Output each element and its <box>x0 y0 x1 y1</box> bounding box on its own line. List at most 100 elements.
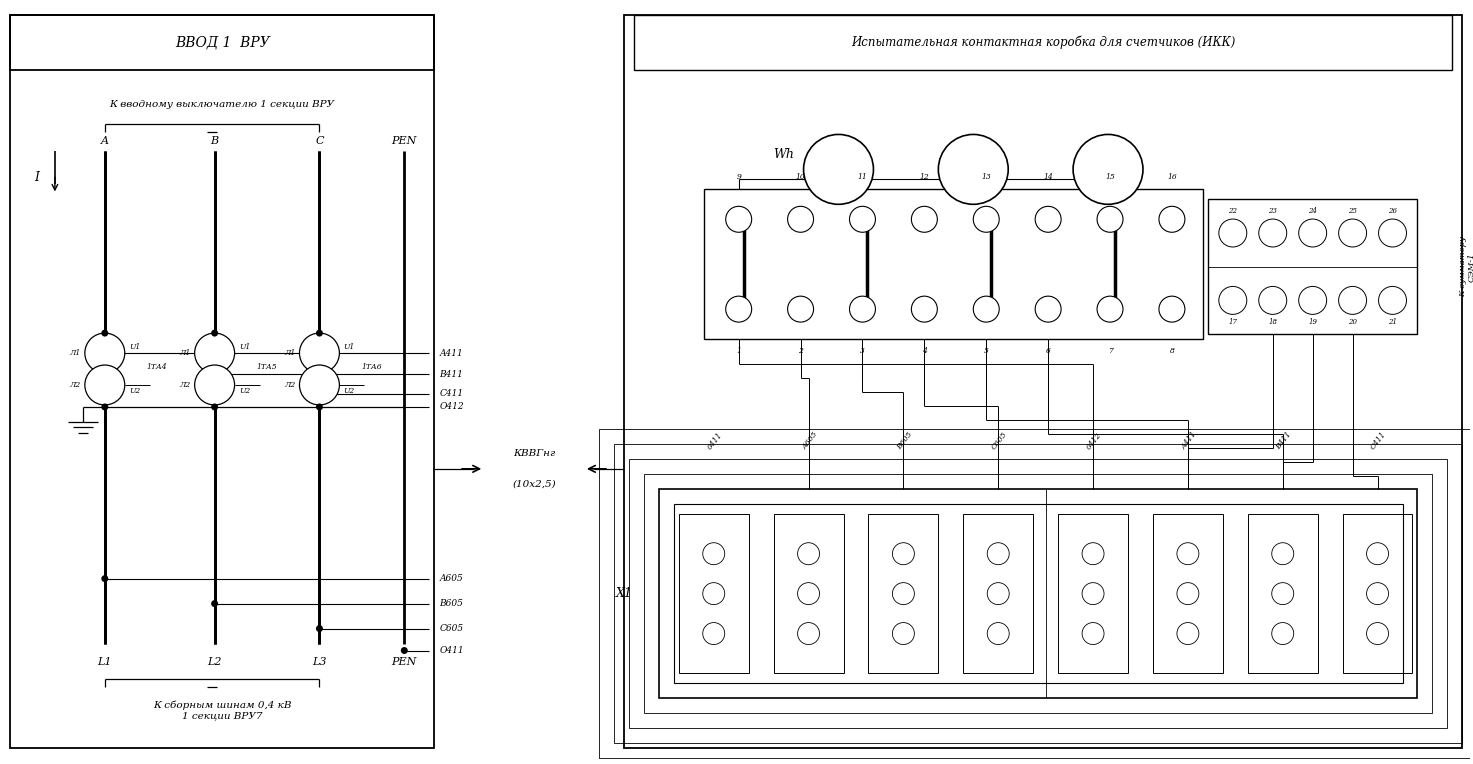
Bar <box>644 474 1432 714</box>
Text: A411: A411 <box>439 348 463 358</box>
Text: 21: 21 <box>1388 319 1396 326</box>
Circle shape <box>315 329 323 337</box>
Circle shape <box>1177 623 1199 645</box>
Text: 5: 5 <box>984 347 988 355</box>
Circle shape <box>1083 583 1105 604</box>
Text: К сумматору
СЭМ-1: К сумматору СЭМ-1 <box>1458 236 1473 297</box>
Text: А411: А411 <box>1180 430 1199 452</box>
Circle shape <box>1379 286 1407 314</box>
Circle shape <box>797 583 819 604</box>
Circle shape <box>315 403 323 410</box>
Text: A: A <box>100 137 109 147</box>
Text: 1: 1 <box>736 347 741 355</box>
Text: 18: 18 <box>1268 319 1277 326</box>
Text: B: B <box>211 137 218 147</box>
Circle shape <box>1299 286 1327 314</box>
Circle shape <box>211 600 218 607</box>
Circle shape <box>1036 296 1061 322</box>
Bar <box>679 513 748 674</box>
Text: U1: U1 <box>239 343 250 351</box>
Circle shape <box>315 625 323 632</box>
Text: L2: L2 <box>208 656 222 666</box>
Text: O412: O412 <box>439 403 464 412</box>
Text: PEN: PEN <box>392 137 417 147</box>
Text: 14: 14 <box>1043 173 1053 181</box>
Text: 25: 25 <box>1348 207 1357 215</box>
Text: Л2: Л2 <box>180 381 190 389</box>
Text: I: I <box>34 171 40 184</box>
Circle shape <box>850 296 875 322</box>
Circle shape <box>1097 296 1122 322</box>
Circle shape <box>1036 206 1061 232</box>
Text: 6: 6 <box>1046 347 1050 355</box>
Circle shape <box>703 623 725 645</box>
Text: КВВГнг: КВВГнг <box>513 449 555 458</box>
Text: 7: 7 <box>1108 347 1112 355</box>
Circle shape <box>703 542 725 565</box>
Circle shape <box>401 647 408 654</box>
Text: Wh: Wh <box>773 148 794 161</box>
Text: 15: 15 <box>1105 173 1115 181</box>
Bar <box>10 15 435 749</box>
Bar <box>1153 513 1223 674</box>
Text: 23: 23 <box>1268 207 1277 215</box>
Circle shape <box>1379 219 1407 247</box>
Bar <box>600 429 1473 759</box>
Circle shape <box>893 623 915 645</box>
Text: ВВОД 1  ВРУ: ВВОД 1 ВРУ <box>175 35 270 49</box>
Text: 17: 17 <box>1228 319 1237 326</box>
Circle shape <box>1083 542 1105 565</box>
Text: 2: 2 <box>798 347 803 355</box>
Circle shape <box>1177 542 1199 565</box>
Text: 0411: 0411 <box>706 431 723 452</box>
Circle shape <box>850 206 875 232</box>
Circle shape <box>804 134 873 204</box>
Text: 9: 9 <box>736 173 741 181</box>
Circle shape <box>1259 219 1287 247</box>
Text: A605: A605 <box>439 575 463 583</box>
Text: 20: 20 <box>1348 319 1357 326</box>
Text: 1ТА4: 1ТА4 <box>146 363 166 371</box>
Text: U2: U2 <box>130 387 140 395</box>
Text: C411: C411 <box>439 390 464 399</box>
Text: (10х2,5): (10х2,5) <box>513 479 555 488</box>
Text: L3: L3 <box>312 656 327 666</box>
Text: B411: B411 <box>439 370 463 378</box>
Text: L1: L1 <box>97 656 112 666</box>
Circle shape <box>797 542 819 565</box>
Text: U1: U1 <box>130 343 140 351</box>
Text: 24: 24 <box>1308 207 1317 215</box>
Circle shape <box>1083 623 1105 645</box>
Circle shape <box>912 296 937 322</box>
Text: 12: 12 <box>919 173 929 181</box>
Text: 4: 4 <box>922 347 927 355</box>
Text: 16: 16 <box>1167 173 1177 181</box>
Circle shape <box>1218 219 1246 247</box>
Circle shape <box>987 542 1009 565</box>
Circle shape <box>788 296 813 322</box>
Circle shape <box>1367 542 1389 565</box>
Text: В605: В605 <box>896 430 915 452</box>
Circle shape <box>194 333 234 373</box>
Circle shape <box>299 365 339 405</box>
Text: 3: 3 <box>860 347 865 355</box>
Circle shape <box>1097 206 1122 232</box>
Circle shape <box>194 365 234 405</box>
Bar <box>673 503 1402 684</box>
Circle shape <box>938 134 1008 204</box>
Text: U2: U2 <box>239 387 250 395</box>
Text: 0412: 0412 <box>1086 431 1103 452</box>
Circle shape <box>974 296 999 322</box>
Text: В411: В411 <box>1274 430 1293 452</box>
Text: Л1: Л1 <box>180 349 190 357</box>
Text: C605: C605 <box>439 624 464 633</box>
Text: 26: 26 <box>1388 207 1396 215</box>
Text: U2: U2 <box>343 387 355 395</box>
Circle shape <box>893 583 915 604</box>
Bar <box>633 15 1452 70</box>
Circle shape <box>1159 206 1184 232</box>
Circle shape <box>1367 623 1389 645</box>
Circle shape <box>211 403 218 410</box>
Text: 8: 8 <box>1170 347 1174 355</box>
Circle shape <box>797 623 819 645</box>
